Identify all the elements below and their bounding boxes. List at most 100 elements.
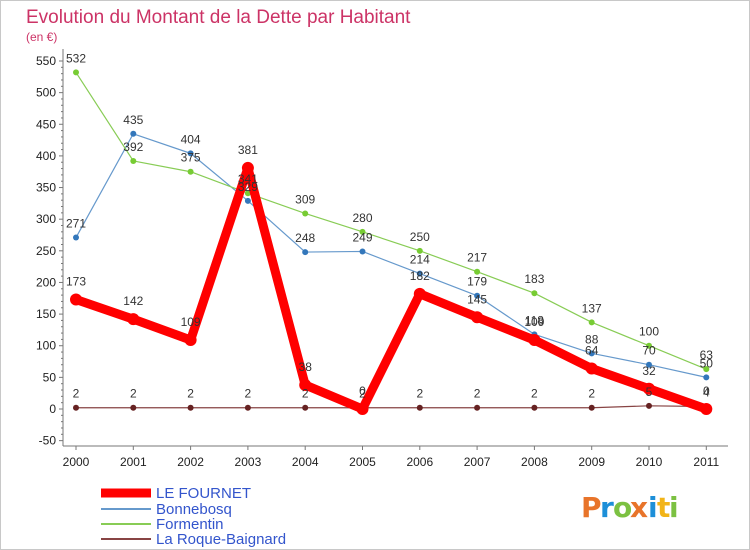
data-point [359, 248, 366, 255]
x-tick-label: 2002 [177, 455, 204, 469]
x-tick-label: 2004 [292, 455, 319, 469]
data-point [302, 210, 309, 217]
x-tick-label: 2005 [349, 455, 376, 469]
data-point [531, 290, 538, 297]
data-label: 145 [467, 292, 487, 306]
series-line-le-fournet [71, 163, 711, 414]
data-label: 404 [181, 132, 201, 146]
data-label: 2 [416, 387, 423, 401]
logo-letter: i [669, 491, 679, 524]
data-point [416, 247, 423, 254]
data-label: 109 [181, 315, 201, 329]
data-label: 63 [700, 348, 714, 362]
legend-label: Formentin [156, 516, 224, 533]
data-label: 2 [474, 387, 481, 401]
data-label: 2 [130, 387, 137, 401]
data-label: 341 [238, 172, 258, 186]
data-label: 381 [238, 143, 258, 157]
y-tick-label: 0 [49, 402, 56, 416]
x-tick-label: 2000 [63, 455, 90, 469]
data-label: 329 [238, 180, 258, 194]
data-point [416, 404, 423, 411]
data-label: 2 [531, 387, 538, 401]
y-tick-label: 300 [36, 212, 56, 226]
data-point [187, 168, 194, 175]
data-label: 0 [359, 384, 366, 398]
data-label: 70 [642, 344, 656, 358]
data-point [528, 334, 541, 347]
y-tick-label: 150 [36, 307, 56, 321]
x-tick-label: 2007 [464, 455, 491, 469]
y-tick-label: 500 [36, 86, 56, 100]
y-tick-label: 550 [36, 54, 56, 68]
data-label: 50 [700, 356, 714, 370]
data-label: 4 [703, 385, 710, 399]
data-point [700, 403, 713, 415]
data-point [187, 404, 194, 411]
data-point [302, 249, 309, 256]
data-point [588, 404, 595, 411]
data-label: 248 [295, 231, 315, 245]
data-label: 179 [467, 275, 487, 289]
data-point [187, 150, 194, 157]
data-label: 5 [646, 385, 653, 399]
data-point [241, 161, 254, 174]
data-point [73, 69, 79, 76]
series-line-bonnebosq [75, 133, 707, 378]
data-label: 2 [245, 387, 252, 401]
x-tick-label: 2011 [693, 455, 719, 469]
data-label: 2 [187, 387, 194, 401]
logo-letter: o [613, 491, 632, 524]
axes: -500501001502002503003504004505005502000… [36, 49, 728, 469]
x-tick-label: 2008 [521, 455, 548, 469]
logo-letter: P [581, 491, 602, 524]
data-label: 2 [73, 387, 80, 401]
x-tick-label: 2010 [636, 455, 663, 469]
legend-label: LE FOURNET [156, 485, 251, 502]
data-label: 32 [642, 364, 656, 378]
data-point [474, 292, 481, 299]
legend-label: La Roque-Baignard [156, 531, 286, 548]
data-point [585, 362, 598, 375]
y-tick-label: 200 [36, 275, 56, 289]
x-tick-label: 2003 [235, 455, 262, 469]
data-label: 271 [66, 217, 86, 231]
data-label: 109 [524, 315, 544, 329]
chart-title: Evolution du Montant de la Dette par Hab… [26, 7, 411, 28]
x-tick-label: 2001 [120, 455, 147, 469]
data-point [244, 197, 251, 204]
data-label: 182 [410, 269, 430, 283]
data-point [299, 378, 312, 391]
data-point [531, 404, 538, 411]
data-point [646, 402, 652, 409]
data-point [416, 270, 423, 277]
data-label: 280 [352, 211, 372, 225]
data-label: 118 [525, 313, 544, 327]
data-point [73, 234, 79, 241]
y-tick-label: 450 [36, 117, 56, 131]
x-tick-label: 2009 [578, 455, 605, 469]
data-point [127, 313, 140, 326]
y-tick-label: 50 [43, 370, 57, 384]
data-label: 100 [639, 325, 659, 339]
data-point [302, 404, 309, 411]
data-label: 38 [299, 360, 313, 374]
y-tick-label: 100 [36, 339, 56, 353]
logo-letter: r [600, 491, 614, 524]
data-point [244, 190, 251, 197]
data-label: 217 [467, 251, 487, 265]
data-point [471, 311, 484, 324]
data-point [646, 342, 652, 349]
data-label: 392 [123, 140, 143, 154]
data-label: 435 [123, 113, 143, 127]
data-point [703, 366, 710, 373]
legend-label: Bonnebosq [156, 501, 232, 518]
data-label: 88 [585, 332, 599, 346]
data-point [643, 382, 655, 395]
data-label: 214 [410, 253, 430, 267]
y-tick-label: 350 [36, 181, 56, 195]
data-label: 309 [295, 192, 315, 206]
data-label: 137 [582, 301, 602, 315]
data-point [474, 268, 481, 275]
